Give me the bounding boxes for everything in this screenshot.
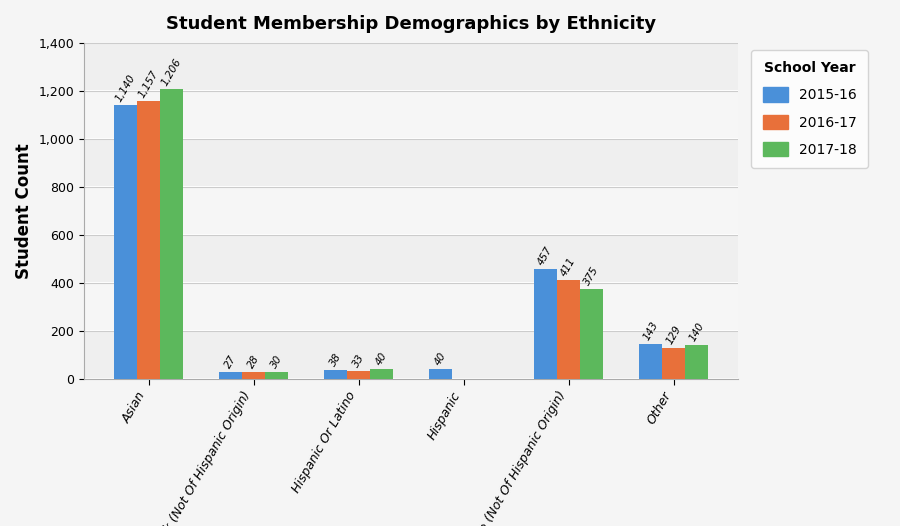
- Text: 33: 33: [351, 352, 366, 369]
- Bar: [266, 371, 288, 379]
- Text: 40: 40: [433, 351, 448, 367]
- Text: 27: 27: [223, 354, 238, 370]
- Bar: [85, 43, 738, 91]
- Bar: [557, 280, 580, 379]
- Bar: [85, 283, 738, 331]
- Bar: [85, 91, 738, 139]
- Bar: [85, 139, 738, 187]
- Bar: [370, 369, 393, 379]
- Bar: [685, 345, 708, 379]
- Text: 40: 40: [374, 351, 390, 367]
- Text: 457: 457: [536, 245, 554, 267]
- Text: 28: 28: [246, 353, 261, 370]
- Bar: [534, 269, 557, 379]
- Text: 30: 30: [269, 353, 284, 370]
- Bar: [639, 345, 662, 379]
- Bar: [137, 101, 160, 379]
- Legend: 2015-16, 2016-17, 2017-18: 2015-16, 2016-17, 2017-18: [752, 50, 868, 168]
- Y-axis label: Student Count: Student Count: [15, 143, 33, 279]
- Bar: [114, 105, 137, 379]
- Text: 1,140: 1,140: [113, 73, 137, 103]
- Bar: [429, 369, 452, 379]
- Text: 129: 129: [664, 323, 683, 346]
- Bar: [324, 370, 347, 379]
- Text: 375: 375: [582, 265, 601, 287]
- Text: 38: 38: [328, 351, 343, 368]
- Bar: [347, 371, 370, 379]
- Bar: [85, 235, 738, 283]
- Text: 143: 143: [641, 320, 660, 342]
- Bar: [219, 372, 242, 379]
- Text: 1,206: 1,206: [160, 57, 184, 87]
- Bar: [85, 331, 738, 379]
- Bar: [242, 372, 266, 379]
- Bar: [580, 289, 603, 379]
- Bar: [85, 187, 738, 235]
- Bar: [662, 348, 685, 379]
- Bar: [160, 89, 184, 379]
- Title: Student Membership Demographics by Ethnicity: Student Membership Demographics by Ethni…: [166, 15, 656, 33]
- Text: 1,157: 1,157: [137, 68, 160, 99]
- Text: 411: 411: [559, 256, 578, 278]
- Text: 140: 140: [688, 321, 706, 343]
